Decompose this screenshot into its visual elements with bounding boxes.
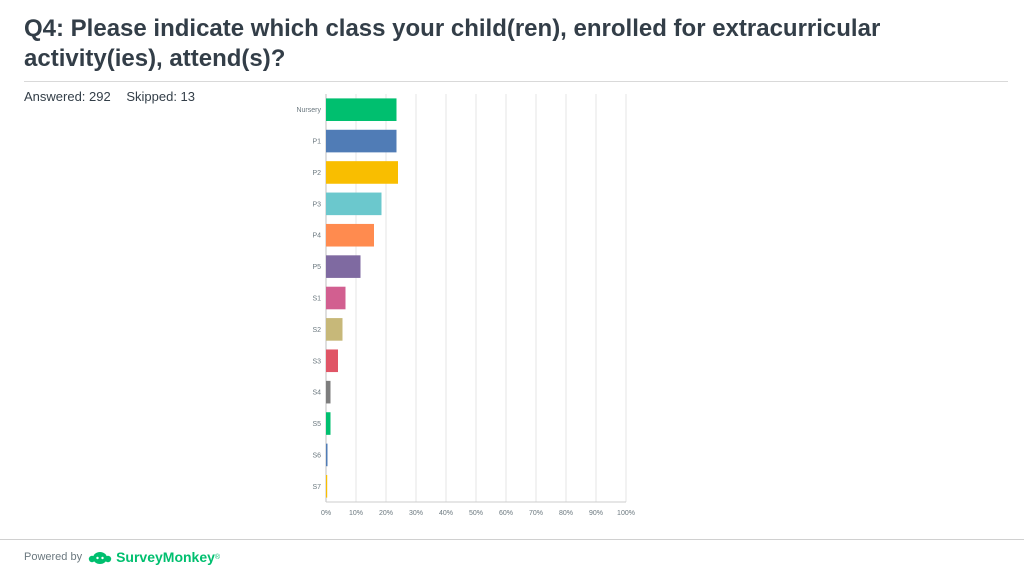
- bar-s5[interactable]: [326, 412, 331, 435]
- category-label: Nursery: [296, 107, 321, 114]
- bar-nursery[interactable]: [326, 98, 397, 121]
- category-label: P4: [312, 233, 321, 240]
- question-title: Q4: Please indicate which class your chi…: [24, 15, 881, 72]
- bar-p3[interactable]: [326, 192, 382, 216]
- answered-count: Answered: 292: [24, 89, 111, 104]
- surveymonkey-brand[interactable]: SurveyMonkey: [116, 549, 215, 565]
- category-label: P5: [312, 264, 321, 271]
- category-label: S5: [312, 421, 321, 428]
- category-label: P3: [312, 201, 321, 208]
- chart-svg: 0% 10% 20% 30% 40% 50% 60% 70% 80% 90% 100% Nursery…: [296, 94, 635, 517]
- category-label: S2: [312, 327, 321, 334]
- category-label: S4: [312, 390, 321, 397]
- x-tick-label: 20%: [379, 510, 393, 517]
- bar-s3[interactable]: [326, 349, 338, 373]
- title-divider: [24, 81, 1008, 82]
- bar-chart: 0% 10% 20% 30% 40% 50% 60% 70% 80% 90% 100% Nursery…: [260, 92, 640, 529]
- category-label: S7: [312, 484, 321, 491]
- response-stats: Answered: 292 Skipped: 13: [24, 89, 207, 104]
- bar-s2[interactable]: [326, 318, 343, 341]
- x-tick-label: 60%: [499, 510, 513, 517]
- x-tick-label: 10%: [349, 510, 363, 517]
- category-label: S3: [312, 358, 321, 365]
- x-tick-label: 50%: [469, 510, 483, 517]
- bar-s7[interactable]: [326, 475, 328, 498]
- category-label: P2: [312, 170, 321, 177]
- x-tick-label: 80%: [559, 510, 573, 517]
- category-label: P1: [312, 139, 321, 146]
- x-tick-label: 90%: [589, 510, 603, 517]
- bar-p4[interactable]: [326, 223, 374, 247]
- footer-divider: [0, 539, 1024, 540]
- x-tick-label: 100%: [617, 510, 635, 517]
- bar-p5[interactable]: [326, 255, 361, 278]
- skipped-count: Skipped: 13: [126, 89, 196, 104]
- bar-s6[interactable]: [326, 443, 328, 467]
- x-tick-label: 0%: [321, 510, 331, 517]
- footer: Powered by SurveyMonkey ®: [24, 548, 220, 566]
- bar-s1[interactable]: [326, 286, 346, 310]
- x-tick-label: 70%: [529, 510, 543, 517]
- x-tick-label: 30%: [409, 510, 423, 517]
- surveymonkey-logo-icon[interactable]: [88, 548, 112, 566]
- powered-by-label: Powered by: [24, 551, 83, 563]
- bar-p1[interactable]: [326, 129, 397, 153]
- bar-p2[interactable]: [326, 161, 398, 184]
- bar-s4[interactable]: [326, 380, 331, 404]
- registered-mark: ®: [214, 553, 221, 561]
- category-label: S1: [312, 296, 321, 303]
- category-label: S6: [312, 452, 321, 459]
- x-tick-label: 40%: [439, 510, 453, 517]
